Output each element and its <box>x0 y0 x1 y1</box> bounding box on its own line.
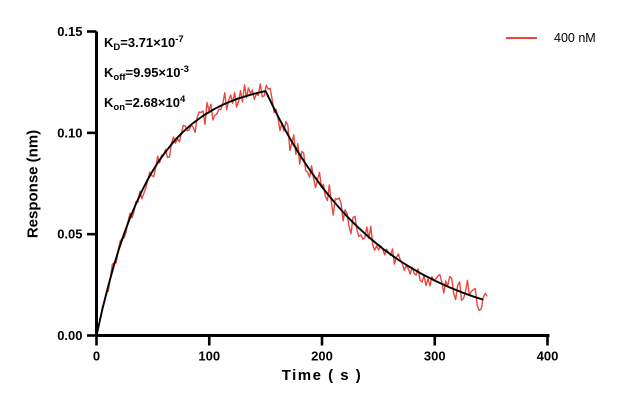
kon-annotation: Kon=2.68×104 <box>104 94 186 113</box>
legend-line-swatch <box>506 37 537 39</box>
y-axis-title: Response (nm) <box>24 129 42 239</box>
kinetics-annotation: KD=3.71×10-7 Koff=9.95×10-3 Kon=2.68×104 <box>104 29 189 119</box>
y-tick-label: 0.00 <box>57 328 82 343</box>
x-tick-label: 400 <box>537 349 559 364</box>
y-tick-label: 0.15 <box>57 24 82 39</box>
y-tick-label: 0.10 <box>57 125 82 140</box>
fit-curve <box>95 90 484 336</box>
x-tick-label: 0 <box>93 349 100 364</box>
x-tick-label: 100 <box>198 349 220 364</box>
legend-label: 400 nM <box>554 31 596 45</box>
koff-annotation: Koff=9.95×10-3 <box>104 64 189 83</box>
x-tick-label: 300 <box>424 349 446 364</box>
legend: 400 nM <box>506 31 596 45</box>
y-tick-label: 0.05 <box>57 227 82 242</box>
kd-annotation: KD=3.71×10-7 <box>104 34 184 53</box>
x-tick-label: 200 <box>311 349 333 364</box>
measured-trace <box>95 83 488 336</box>
x-axis-title: Time ( s ) <box>281 367 363 384</box>
